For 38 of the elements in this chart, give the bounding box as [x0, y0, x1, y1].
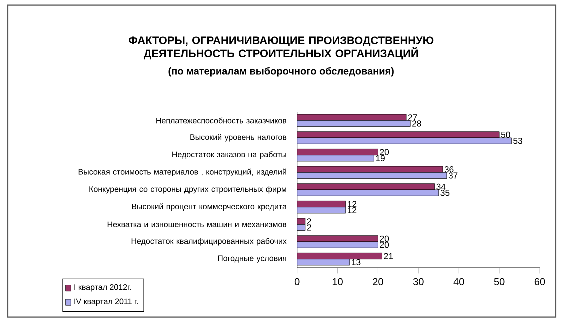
data-label: 34 [436, 184, 446, 190]
data-label: 37 [448, 172, 458, 179]
legend-label: I квартал 2012г. [74, 284, 131, 292]
y-tick-label: Высокая стоимость материалов , конструкций, изделий [78, 168, 286, 176]
data-label: 2 [307, 218, 312, 225]
data-label: 12 [348, 207, 357, 214]
data-label: 12 [348, 201, 357, 208]
x-tick-label: 20 [373, 278, 384, 286]
data-label: 20 [380, 149, 390, 156]
x-tick-label: 60 [534, 278, 546, 286]
data-label: 2 [307, 224, 312, 231]
data-label: 36 [444, 166, 454, 173]
y-tick-label: Высокий уровень налогов [190, 134, 287, 142]
y-tick-label: Высокий процент коммерческого кредита [132, 204, 287, 212]
data-label: 20 [380, 242, 390, 248]
x-tick-label: 10 [332, 278, 343, 286]
data-label: 19 [376, 155, 385, 162]
y-tick-label: Неплатежеспособность заказчиков [156, 118, 287, 124]
data-label: 21 [384, 253, 394, 260]
y-tick-label: Недостаток заказов на работы [172, 152, 286, 160]
data-label: 50 [501, 132, 510, 138]
chart-title: ФАКТОРЫ, ОГРАНИЧИВАЮЩИЕ ПРОИЗВОДСТВЕННУЮ ДЕЯТЕЛЬНОСТЬ СТРОИТЕЛЬНЫХ ОРГАНИЗАЦИЙ [128, 36, 434, 60]
data-label: 20 [380, 236, 390, 242]
x-tick-label: 50 [494, 278, 505, 286]
y-tick-label: Погодные условия [218, 256, 286, 263]
x-tick-label: 0 [294, 278, 300, 286]
y-tick-label: Конкуренция со стороны других строительных фирм [90, 186, 286, 194]
x-tick-label: 30 [413, 278, 424, 286]
legend-label: IV квартал 2011 г. [74, 298, 138, 306]
y-tick-label: Недостаток квалифицированных рабочих [132, 238, 287, 246]
data-label: 53 [514, 138, 522, 144]
data-label: 27 [408, 114, 418, 121]
chart-subtitle: (по материалам выборочного обследования) [168, 67, 394, 77]
data-label: 35 [440, 190, 450, 196]
y-tick-label: Нехватка и изношенность машин и механизмов [108, 222, 287, 228]
x-tick-label: 40 [454, 278, 464, 286]
data-label: 13 [352, 259, 361, 266]
data-label: 28 [412, 120, 422, 127]
